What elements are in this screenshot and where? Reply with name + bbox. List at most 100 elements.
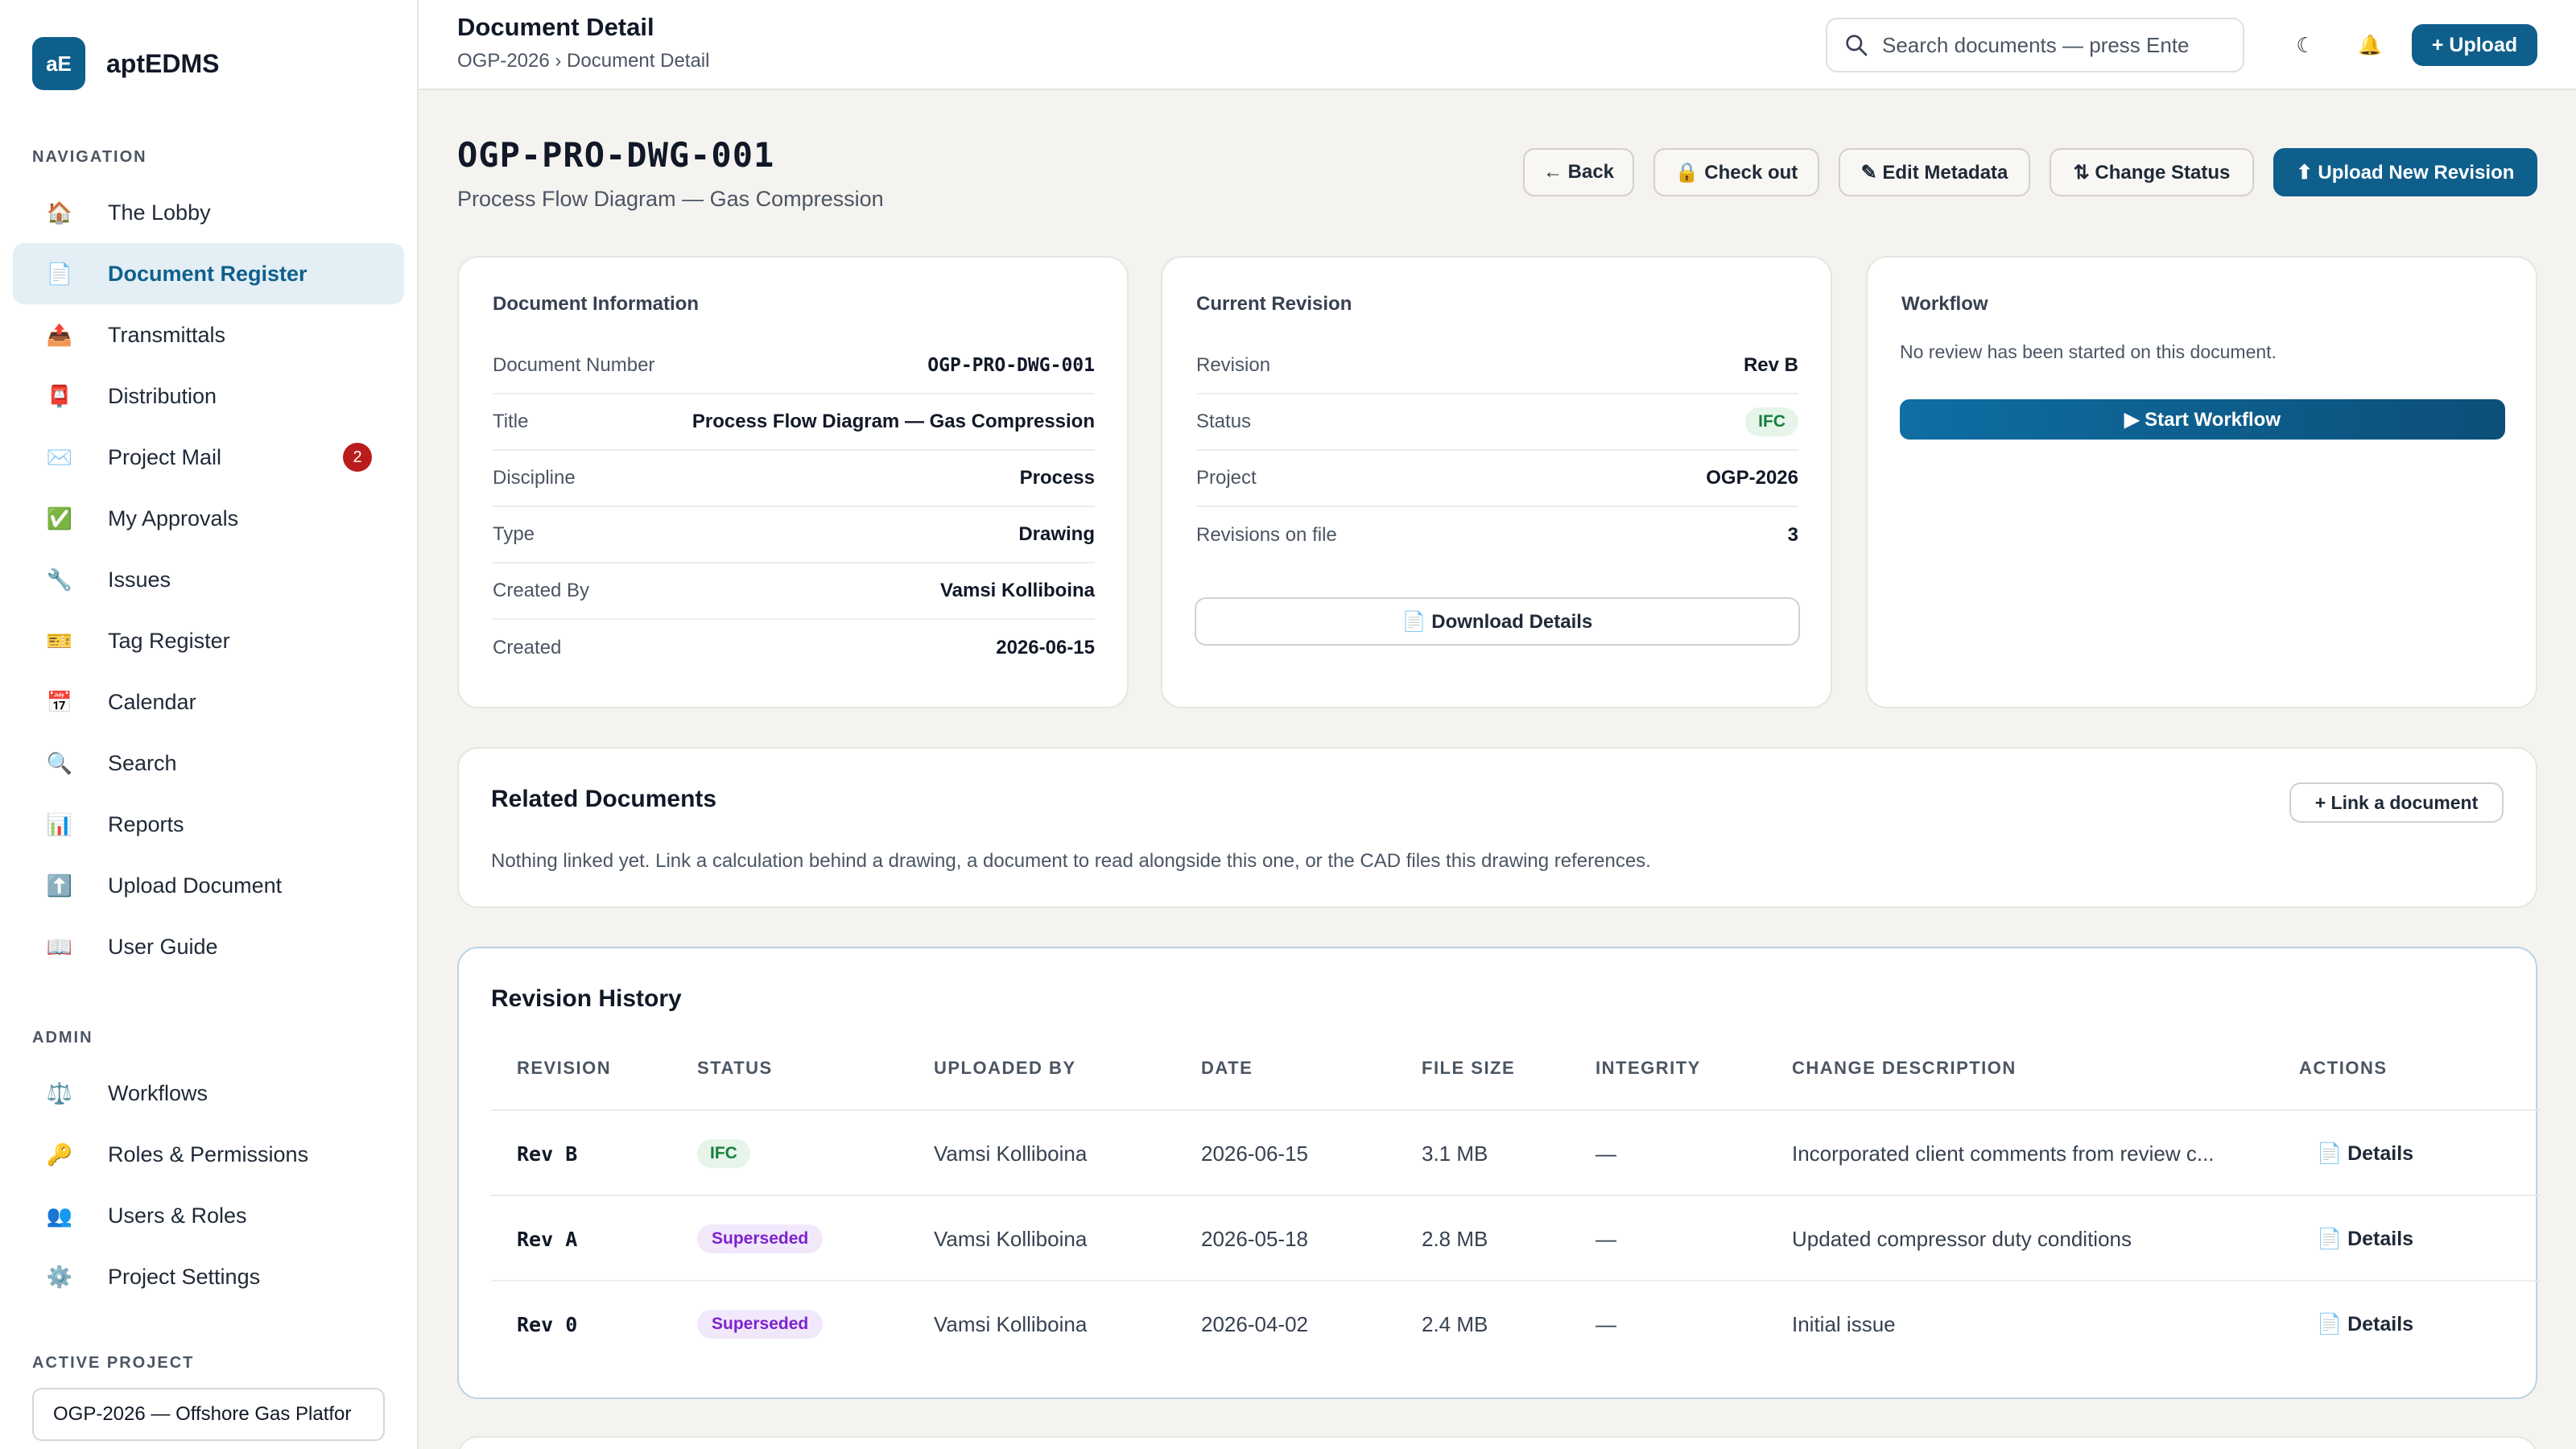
active-project-select[interactable]: OGP-2026 — Offshore Gas Platfor	[32, 1388, 385, 1441]
notifications-bell-icon[interactable]: 🔔	[2358, 34, 2382, 56]
upload-button[interactable]: + Upload	[2412, 24, 2537, 66]
details-link[interactable]: 📄 Details	[2317, 1227, 2414, 1250]
nav-item-document-register[interactable]: 📄 Document Register	[13, 243, 404, 304]
card-heading: Workflow	[1901, 293, 1988, 315]
info-key: Type	[493, 523, 535, 545]
column-header-uploaded-by[interactable]: UPLOADED BY	[934, 1058, 1076, 1078]
nav-item-my-approvals[interactable]: ✅ My Approvals	[13, 488, 404, 549]
nav-item-transmittals[interactable]: 📤 Transmittals	[13, 304, 404, 365]
nav-item-search[interactable]: 🔍 Search	[13, 733, 404, 794]
info-row: Created By Vamsi Kolliboina	[493, 564, 1095, 620]
nav-item-upload-document[interactable]: ⬆️ Upload Document	[13, 855, 404, 916]
nav-label: Project Settings	[108, 1264, 261, 1289]
status-badge: IFC	[697, 1139, 750, 1168]
nav-item-issues[interactable]: 🔧 Issues	[13, 549, 404, 610]
column-header-change-description[interactable]: CHANGE DESCRIPTION	[1792, 1058, 2017, 1078]
nav-item-users-roles[interactable]: 👥 Users & Roles	[13, 1185, 404, 1246]
unread-count-badge: 2	[343, 443, 372, 472]
search-box[interactable]	[1826, 18, 2244, 72]
check-out-button[interactable]: 🔒 Check out	[1653, 148, 1819, 196]
nav-item-workflows[interactable]: ⚖️ Workflows	[13, 1063, 404, 1124]
sidebar: aE aptEDMS NAVIGATION 🏠 The Lobby 📄 Docume…	[0, 0, 419, 1449]
info-row: Title Process Flow Diagram — Gas Compress…	[493, 394, 1095, 451]
related-documents-card: Related Documents + Link a document Noth…	[457, 747, 2537, 908]
change-description-cell: Updated compressor duty conditions	[1792, 1226, 2132, 1251]
info-key: Document Number	[493, 354, 655, 376]
nav-item-calendar[interactable]: 📅 Calendar	[13, 671, 404, 733]
admin-section-label: ADMIN	[32, 1029, 93, 1046]
date-cell: 2026-06-15	[1201, 1141, 1308, 1166]
column-header-status[interactable]: STATUS	[697, 1058, 773, 1078]
date-cell: 2026-05-18	[1201, 1226, 1308, 1251]
workflow-card: Workflow No review has been started on t…	[1866, 256, 2537, 708]
search-input[interactable]	[1882, 32, 2220, 58]
revision-cell: Rev 0	[517, 1312, 578, 1336]
nav-item-project-settings[interactable]: ⚙️ Project Settings	[13, 1246, 404, 1307]
theme-toggle-moon-icon[interactable]: ☾	[2296, 32, 2315, 57]
nav-label: Tag Register	[108, 628, 230, 653]
revision-key: Revision	[1196, 354, 1271, 376]
info-row: Discipline Process	[493, 451, 1095, 507]
column-header-integrity[interactable]: INTEGRITY	[1596, 1058, 1701, 1078]
nav-label: Reports	[108, 811, 184, 836]
column-header-actions: ACTIONS	[2299, 1058, 2388, 1078]
uploaded-by-cell: Vamsi Kolliboina	[934, 1226, 1088, 1251]
nav-label: Users & Roles	[108, 1203, 247, 1228]
column-header-file-size[interactable]: FILE SIZE	[1422, 1058, 1516, 1078]
envelope-icon: ✉️	[46, 444, 73, 469]
column-header-revision[interactable]: REVISION	[517, 1058, 612, 1078]
table-row: Rev A Superseded Vamsi Kolliboina 2026-0…	[491, 1195, 2541, 1280]
download-details-button[interactable]: 📄 Download Details	[1195, 597, 1800, 646]
revision-row: Status IFC	[1196, 394, 1798, 451]
breadcrumb[interactable]: OGP-2026 › Document Detail	[457, 50, 710, 72]
nav-label: Workflows	[108, 1080, 208, 1105]
brand[interactable]: aE aptEDMS	[32, 37, 219, 90]
topbar: Document Detail OGP-2026 › Document Deta…	[419, 0, 2576, 90]
postbox-icon: 📮	[46, 383, 73, 408]
revision-row: Revisions on file 3	[1196, 507, 1798, 564]
nav-item-user-guide[interactable]: 📖 User Guide	[13, 916, 404, 977]
nav-item-distribution[interactable]: 📮 Distribution	[13, 365, 404, 427]
info-row: Document Number OGP-PRO-DWG-001	[493, 338, 1095, 394]
calendar-icon: 📅	[46, 689, 73, 714]
magnifier-icon: 🔍	[46, 750, 73, 775]
nav-label: Transmittals	[108, 322, 226, 347]
nav-label: Project Mail	[108, 444, 222, 469]
column-header-date[interactable]: DATE	[1201, 1058, 1253, 1078]
details-link[interactable]: 📄 Details	[2317, 1312, 2414, 1335]
nav-label: Document Register	[108, 261, 308, 286]
document-icon: 📄	[46, 261, 73, 286]
main-nav: 🏠 The Lobby 📄 Document Register 📤 Transmitt…	[13, 182, 404, 977]
nav-label: Search	[108, 750, 177, 775]
upload-arrow-icon: ⬆️	[46, 873, 73, 898]
change-description-cell: Initial issue	[1792, 1311, 1896, 1336]
current-revision-card: Current Revision Revision Rev B Status IFC…	[1161, 256, 1832, 708]
nav-item-lobby[interactable]: 🏠 The Lobby	[13, 182, 404, 243]
revision-key: Status	[1196, 411, 1252, 432]
nav-label: User Guide	[108, 934, 218, 959]
file-size-cell: 2.8 MB	[1422, 1226, 1488, 1251]
navigation-section-label: NAVIGATION	[32, 148, 147, 166]
info-key: Title	[493, 411, 529, 432]
nav-item-reports[interactable]: 📊 Reports	[13, 794, 404, 855]
start-workflow-button[interactable]: ▶ Start Workflow	[1900, 399, 2505, 440]
workflow-message: No review has been started on this docum…	[1900, 341, 2277, 362]
details-link[interactable]: 📄 Details	[2317, 1141, 2414, 1165]
bar-chart-icon: 📊	[46, 811, 73, 836]
upload-new-revision-button[interactable]: ⬆ Upload New Revision	[2273, 148, 2537, 196]
nav-item-tag-register[interactable]: 🎫 Tag Register	[13, 610, 404, 671]
card-heading: Current Revision	[1196, 293, 1352, 315]
nav-item-roles-permissions[interactable]: 🔑 Roles & Permissions	[13, 1124, 404, 1185]
revision-history-card: Revision History REVISION STATUS UPLOADE…	[457, 947, 2541, 1399]
info-value: Vamsi Kolliboina	[939, 580, 1095, 601]
edit-metadata-button[interactable]: ✎ Edit Metadata	[1839, 148, 2030, 196]
status-badge: Superseded	[697, 1224, 824, 1253]
info-key: Created By	[493, 580, 590, 601]
info-value: Drawing	[1018, 523, 1095, 545]
nav-label: Upload Document	[108, 873, 283, 898]
nav-label: Calendar	[108, 689, 196, 714]
link-document-button[interactable]: + Link a document	[2289, 782, 2504, 823]
change-status-button[interactable]: ⇅ Change Status	[2050, 148, 2254, 196]
back-button[interactable]: ← Back	[1523, 148, 1634, 196]
nav-item-project-mail[interactable]: ✉️ Project Mail 2	[13, 427, 404, 488]
